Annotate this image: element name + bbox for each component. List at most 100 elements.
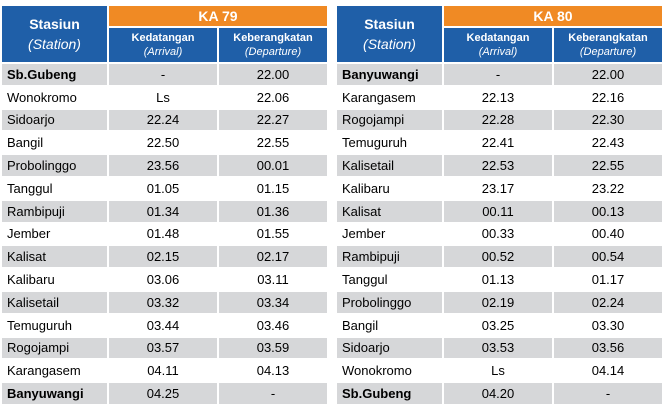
station-cell: Temuguruh: [2, 314, 107, 336]
departure-cell: 22.27: [219, 109, 327, 131]
table-row: Bangil 03.25 03.30: [337, 314, 662, 336]
arrival-cell: 01.34: [109, 200, 217, 222]
departure-cell: 03.46: [219, 314, 327, 336]
arrival-cell: 02.15: [109, 246, 217, 268]
arrival-cell: 22.13: [444, 86, 552, 108]
arrival-cell: Ls: [109, 86, 217, 108]
arrival-cell: 01.13: [444, 269, 552, 290]
departure-cell: 22.06: [219, 86, 327, 108]
station-cell: Kalisetail: [337, 155, 442, 176]
departure-cell: 00.40: [554, 223, 662, 245]
station-header-label: Stasiun: [29, 16, 80, 32]
arrival-cell: -: [109, 64, 217, 85]
station-header: Stasiun (Station): [337, 6, 442, 62]
arrival-header-label: Kedatangan: [466, 32, 530, 44]
arrival-cell: 22.28: [444, 109, 552, 131]
train-number-header: KA 79: [109, 6, 327, 26]
table-row: Sb.Gubeng 04.20-: [337, 383, 662, 404]
table-row: Karangasem 22.13 22.16: [337, 86, 662, 108]
arrival-cell: 01.48: [109, 223, 217, 245]
table-row: Bangil 22.50 22.55: [2, 132, 327, 154]
departure-header-en: (Departure): [579, 46, 637, 58]
station-cell: Banyuwangi: [337, 64, 442, 85]
table-row: Sidoarjo 22.24 22.27: [2, 109, 327, 131]
departure-cell: 00.01: [219, 155, 327, 176]
station-cell: Jember: [337, 223, 442, 245]
table-row: Kalisetail 03.32 03.34: [2, 291, 327, 313]
table-row: Jember 00.33 00.40: [337, 223, 662, 245]
arrival-cell: 22.50: [109, 132, 217, 154]
arrival-cell: 23.56: [109, 155, 217, 176]
table-row: Rogojampi 03.57 03.59: [2, 337, 327, 359]
arrival-cell: 23.17: [444, 177, 552, 199]
station-cell: Kalibaru: [2, 269, 107, 290]
station-cell: Kalisat: [337, 200, 442, 222]
departure-cell: 04.13: [219, 360, 327, 382]
schedule-table-ka79: Stasiun (Station) KA 79 Kedatangan (Arri…: [0, 4, 329, 406]
station-header-label: Stasiun: [364, 16, 415, 32]
table-row: Jember 01.48 01.55: [2, 223, 327, 245]
departure-cell: 22.30: [554, 109, 662, 131]
station-cell: Banyuwangi: [2, 383, 107, 404]
schedule-body: Sb.Gubeng -22.00 Wonokromo Ls 22.06 Sidoarjo 2…: [2, 64, 327, 404]
arrival-cell: -: [444, 64, 552, 85]
table-row: Karangasem 04.11 04.13: [2, 360, 327, 382]
arrival-cell: 00.11: [444, 200, 552, 222]
station-header-en: (Station): [28, 36, 81, 52]
station-cell: Karangasem: [2, 360, 107, 382]
station-cell: Sidoarjo: [337, 337, 442, 359]
departure-header-en: (Departure): [244, 46, 302, 58]
station-cell: Probolinggo: [2, 155, 107, 176]
table-row: Rambipuji 00.52 00.54: [337, 246, 662, 268]
station-cell: Sidoarjo: [2, 109, 107, 131]
table-row: Kalibaru 23.17 23.22: [337, 177, 662, 199]
departure-header: Keberangkatan (Departure): [219, 28, 327, 62]
station-cell: Sb.Gubeng: [337, 383, 442, 404]
departure-cell: -: [554, 383, 662, 404]
table-row: Banyuwangi -22.00: [337, 64, 662, 85]
station-cell: Bangil: [2, 132, 107, 154]
departure-cell: 01.15: [219, 177, 327, 199]
departure-cell: 02.24: [554, 291, 662, 313]
station-cell: Probolinggo: [337, 291, 442, 313]
station-header: Stasiun (Station): [2, 6, 107, 62]
departure-cell: 02.17: [219, 246, 327, 268]
station-cell: Tanggul: [337, 269, 442, 290]
arrival-cell: 22.53: [444, 155, 552, 176]
station-cell: Tanggul: [2, 177, 107, 199]
departure-cell: 23.22: [554, 177, 662, 199]
departure-cell: 03.59: [219, 337, 327, 359]
table-row: Sidoarjo 03.53 03.56: [337, 337, 662, 359]
station-cell: Rogojampi: [2, 337, 107, 359]
train-number-header: KA 80: [444, 6, 662, 26]
table-row: Temuguruh 22.41 22.43: [337, 132, 662, 154]
station-cell: Rambipuji: [2, 200, 107, 222]
arrival-cell: 02.19: [444, 291, 552, 313]
schedule-body: Banyuwangi -22.00 Karangasem 22.13 22.16 Rogo…: [337, 64, 662, 404]
arrival-cell: 03.32: [109, 291, 217, 313]
schedule-table-ka80: Stasiun (Station) KA 80 Kedatangan (Arri…: [335, 4, 664, 406]
station-cell: Kalisat: [2, 246, 107, 268]
departure-cell: 03.56: [554, 337, 662, 359]
station-cell: Temuguruh: [337, 132, 442, 154]
departure-cell: 03.30: [554, 314, 662, 336]
arrival-cell: 01.05: [109, 177, 217, 199]
arrival-cell: 03.44: [109, 314, 217, 336]
table-row: Kalibaru 03.06 03.11: [2, 269, 327, 290]
station-cell: Rogojampi: [337, 109, 442, 131]
departure-cell: 01.36: [219, 200, 327, 222]
departure-cell: 00.13: [554, 200, 662, 222]
departure-cell: 01.17: [554, 269, 662, 290]
station-cell: Wonokromo: [337, 360, 442, 382]
arrival-header-label: Kedatangan: [131, 32, 195, 44]
departure-cell: -: [219, 383, 327, 404]
table-row: Kalisat 00.11 00.13: [337, 200, 662, 222]
departure-cell: 22.43: [554, 132, 662, 154]
departure-cell: 03.34: [219, 291, 327, 313]
station-cell: Karangasem: [337, 86, 442, 108]
departure-cell: 00.54: [554, 246, 662, 268]
departure-cell: 22.00: [219, 64, 327, 85]
station-header-en: (Station): [363, 36, 416, 52]
table-row: Tanggul 01.13 01.17: [337, 269, 662, 290]
